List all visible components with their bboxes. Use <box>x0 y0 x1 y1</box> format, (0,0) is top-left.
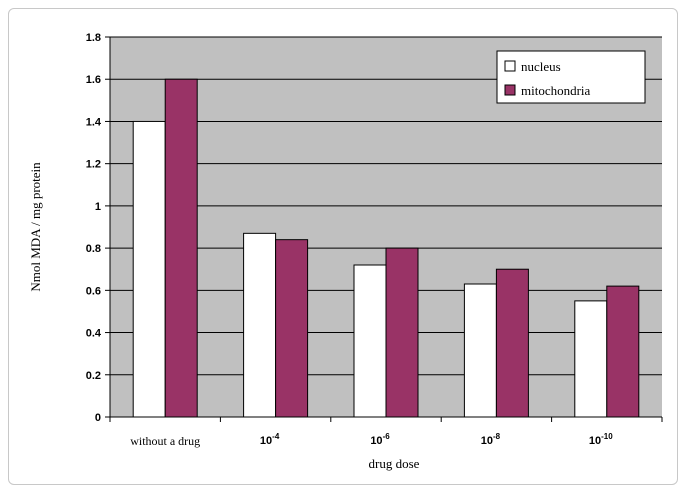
bar-nucleus <box>353 264 387 418</box>
legend: nucleus mitochondria <box>496 50 646 104</box>
x-axis-title: drug dose <box>369 456 420 471</box>
x-tick-exponent: -8 <box>493 432 501 441</box>
y-tick-label: 0.6 <box>86 285 101 297</box>
x-tick-labels: without a drug 10-4 10-6 10-8 10-10 <box>130 432 613 448</box>
x-tick-base: 10 <box>260 435 272 447</box>
y-tick-label: 0.4 <box>86 328 102 340</box>
x-tick-label: 10-8 <box>481 432 501 447</box>
bar-mitochondria <box>275 239 309 418</box>
x-tick-base: 10 <box>370 435 382 447</box>
x-tick-base: 10 <box>481 435 493 447</box>
y-tick-labels: 0 0.2 0.4 0.6 0.8 1 1.2 1.4 1.6 1.8 <box>86 32 102 424</box>
y-tick-label: 0 <box>95 412 101 424</box>
bar-chart: 0 0.2 0.4 0.6 0.8 1 1.2 1.4 1.6 1.8 without a dru… <box>28 32 663 471</box>
x-tick-label: 10-6 <box>370 432 390 447</box>
bar-nucleus <box>243 232 277 418</box>
x-tick-label: 10-10 <box>589 432 613 447</box>
bar-nucleus <box>574 300 608 418</box>
bar-nucleus <box>132 120 166 418</box>
bar-nucleus <box>463 283 497 418</box>
legend-swatch-mitochondria <box>504 84 516 96</box>
bar-mitochondria <box>495 268 529 418</box>
legend-label-nucleus: nucleus <box>521 59 561 74</box>
x-tick-exponent: -10 <box>601 432 613 441</box>
x-tick-exponent: -6 <box>383 432 391 441</box>
bar-mitochondria <box>164 78 198 418</box>
x-tick-label: without a drug <box>130 434 200 448</box>
legend-box <box>496 50 646 104</box>
bar-mitochondria <box>606 285 640 418</box>
y-tick-label: 1.6 <box>86 74 101 86</box>
y-tick-label: 1.4 <box>86 116 102 128</box>
x-tick-label: 10-4 <box>260 432 280 447</box>
y-axis-title: Nmol MDA / mg protein <box>28 162 43 292</box>
legend-swatch-nucleus <box>504 60 516 72</box>
axes <box>105 36 663 422</box>
y-tick-label: 0.2 <box>86 370 101 382</box>
y-tick-label: 1 <box>95 201 101 213</box>
x-tick-base: 10 <box>589 435 601 447</box>
x-tick-exponent: -4 <box>272 432 280 441</box>
legend-label-mitochondria: mitochondria <box>521 83 591 98</box>
y-tick-label: 0.8 <box>86 243 101 255</box>
bar-mitochondria <box>385 247 419 418</box>
y-tick-label: 1.8 <box>86 32 101 44</box>
bars <box>132 78 640 418</box>
y-tick-label: 1.2 <box>86 159 101 171</box>
